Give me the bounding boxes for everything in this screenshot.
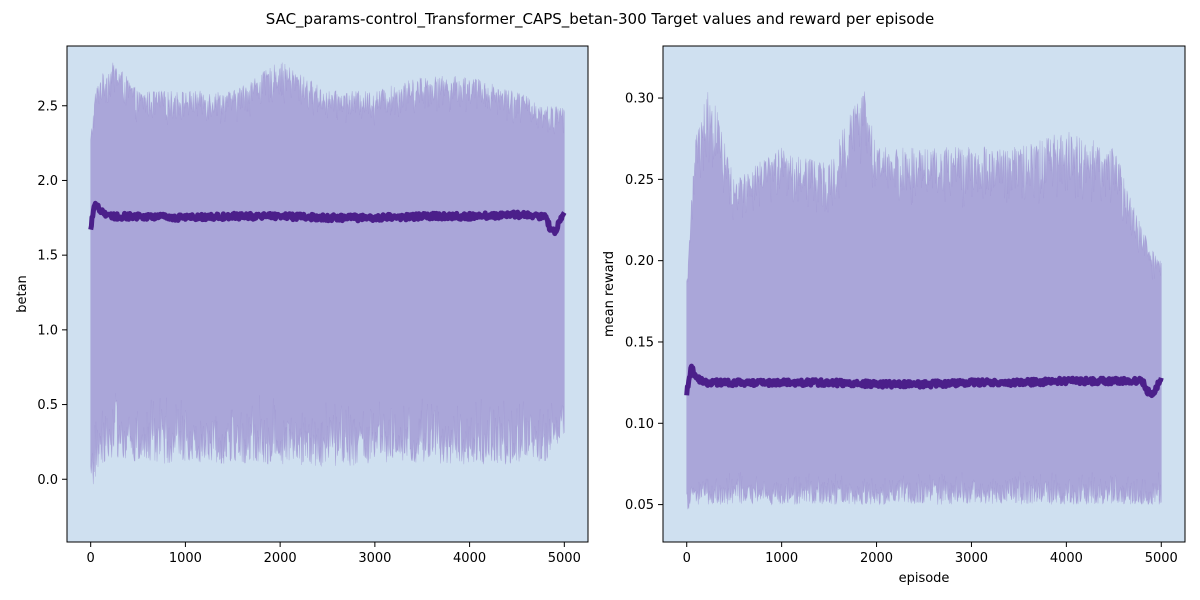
betan-x-tick-label: 1000 [169,551,202,566]
mean-reward-y-tick-label: 0.25 [625,173,654,188]
mean-reward-x-tick-label: 3000 [955,551,988,566]
mean-reward-data [684,91,1164,510]
mean-reward-x-axis-label: episode [899,571,950,586]
betan-y-tick-label: 0.5 [37,398,58,413]
mean-reward-x-tick-label: 2000 [860,551,893,566]
betan-y-axis-label: betan [15,275,30,313]
mean-reward-x-tick-label: 1000 [765,551,798,566]
betan-mean-line [88,200,567,237]
betan-y-tick-label: 2.5 [37,99,58,114]
betan-panel: 0 1000 2000 3000 4000 5000 0.0 0.5 1.0 1.5 2.0 2.5 b… [15,45,589,566]
mean-reward-x-tick-label: 0 [683,551,691,566]
betan-y-tick-label: 0.0 [37,473,58,488]
mean-reward-y-tick-label: 0.30 [625,92,654,107]
betan-x-tick-label: 2000 [264,551,297,566]
mean-reward-y-tick-label: 0.15 [625,335,654,350]
mean-reward-mean-line [684,363,1164,399]
betan-x-tick-label: 5000 [548,551,581,566]
mean-reward-y-axis-label: mean reward [602,251,617,337]
mean-reward-y-tick-label: 0.05 [625,498,654,513]
betan-y-tick-label: 1.0 [37,323,58,338]
mean-reward-panel: 0 1000 2000 3000 4000 5000 0.05 0.10 0.15 0.20 0.2… [602,45,1186,586]
mean-reward-x-tick-label: 4000 [1050,551,1083,566]
betan-x-tick-label: 0 [87,551,95,566]
betan-range-band [90,62,565,485]
betan-y-tick-label: 2.0 [37,174,58,189]
mean-reward-range-band [686,91,1162,510]
betan-x-tick-label: 3000 [358,551,391,566]
figure-title: SAC_params-control_Transformer_CAPS_beta… [266,10,934,29]
mean-reward-y-tick-label: 0.10 [625,417,654,432]
mean-reward-axes-frame [662,45,1186,543]
betan-axes-frame [66,45,589,543]
betan-data [88,62,567,485]
mean-reward-y-tick-label: 0.20 [625,254,654,269]
betan-x-tick-label: 4000 [453,551,486,566]
betan-y-tick-label: 1.5 [37,249,58,264]
mean-reward-x-tick-label: 5000 [1145,551,1178,566]
